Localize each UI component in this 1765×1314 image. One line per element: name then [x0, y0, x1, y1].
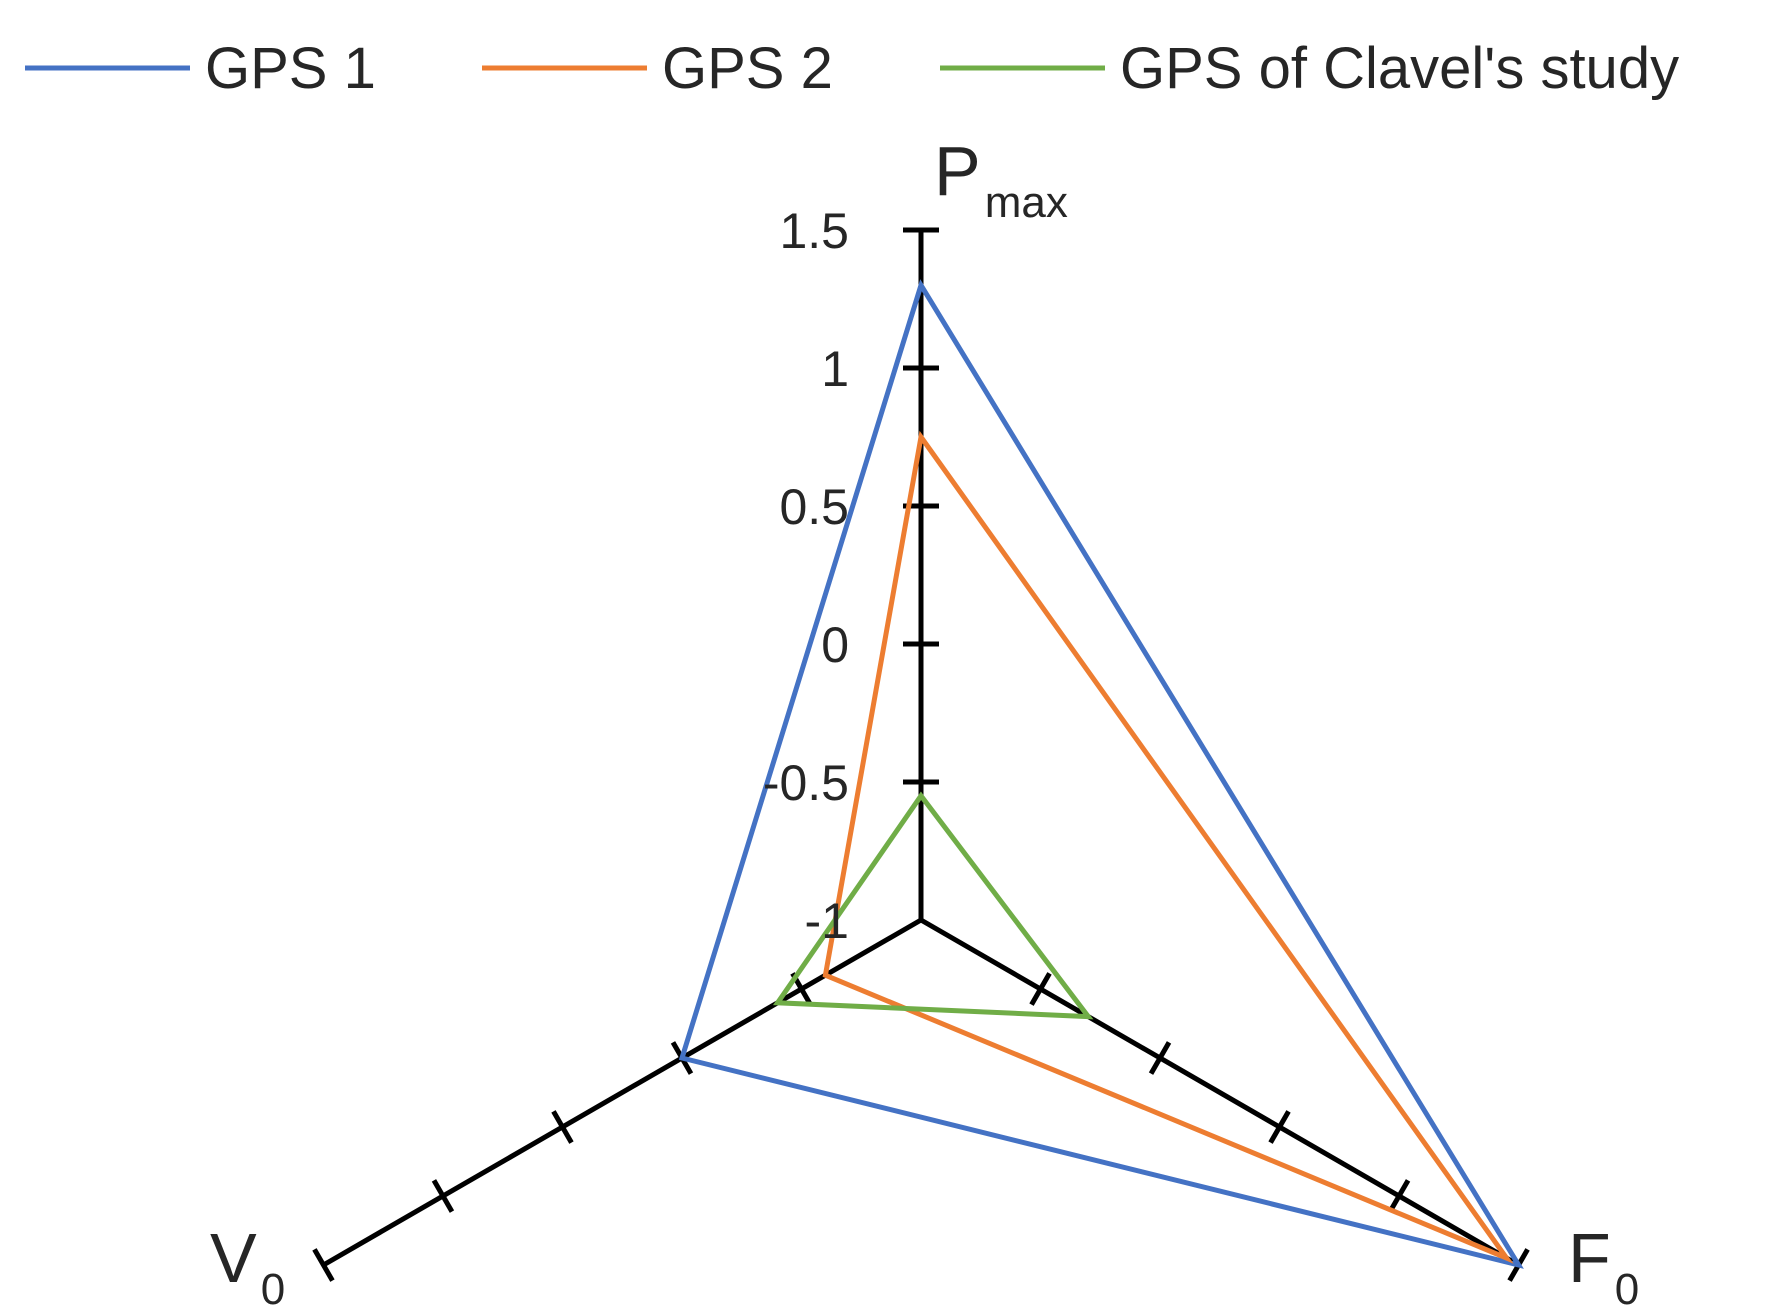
series-group [678, 279, 1524, 1269]
series-polygon-3 [772, 791, 1094, 1020]
tick-label: 0.5 [779, 479, 849, 535]
axis-label-f0: F0 [1568, 1219, 1639, 1314]
axis-tick-v0 [312, 1248, 335, 1282]
axis-tick-f0 [1029, 972, 1052, 1006]
tick-labels: -1 -0.5 0 0.5 1 1.5 [763, 203, 849, 949]
legend: GPS 1 GPS 2 GPS of Clavel's study [25, 36, 1679, 101]
axis-tick-f0 [1387, 1179, 1411, 1213]
legend-label-2: GPS 2 [662, 36, 833, 101]
tick-label: 1 [821, 341, 849, 397]
axis-line-f0 [919, 917, 1520, 1268]
axes [312, 227, 1530, 1282]
axis-tick-f0 [1148, 1041, 1172, 1075]
tick-label: -0.5 [763, 755, 849, 811]
axis-tick-v0 [551, 1110, 574, 1144]
axis-label-pmax: Pmax [934, 132, 1068, 227]
tick-label: 0 [821, 617, 849, 673]
series-polygon-2 [822, 430, 1514, 1264]
axis-label-v0: V0 [210, 1219, 285, 1314]
axis-labels: Pmax F0 V0 [210, 132, 1639, 1314]
legend-label-1: GPS 1 [205, 36, 376, 101]
legend-label-3: GPS of Clavel's study [1120, 36, 1679, 101]
axis-tick-f0 [1268, 1110, 1291, 1144]
axis-line-v0 [322, 917, 923, 1268]
axis-tick-v0 [431, 1179, 455, 1213]
series-polygon-1 [678, 279, 1524, 1269]
tick-label: 1.5 [779, 203, 849, 259]
tick-label: -1 [805, 893, 849, 949]
